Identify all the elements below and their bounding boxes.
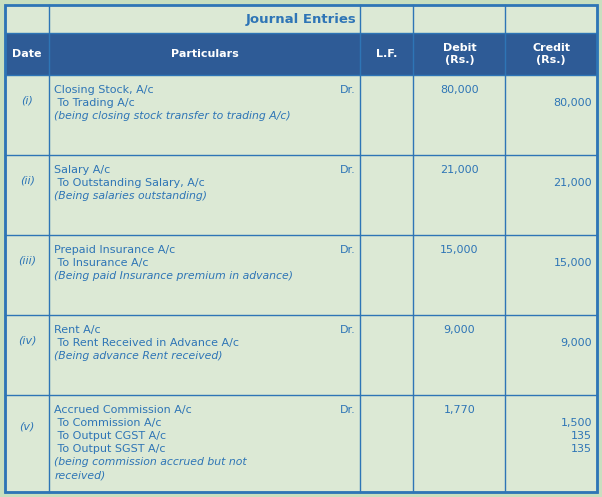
Text: 15,000: 15,000 (553, 258, 592, 268)
Bar (5, 395, 597, 492)
Text: To Outstanding Salary, A/c: To Outstanding Salary, A/c (54, 178, 205, 188)
Text: Date: Date (13, 49, 42, 59)
Bar (5, 5, 597, 33)
Text: Dr.: Dr. (340, 405, 355, 415)
Text: Accrued Commission A/c: Accrued Commission A/c (54, 405, 192, 415)
Text: (Being salaries outstanding): (Being salaries outstanding) (54, 191, 208, 201)
Text: Rent A/c: Rent A/c (54, 325, 101, 335)
Text: Dr.: Dr. (340, 245, 355, 255)
Text: Dr.: Dr. (340, 85, 355, 95)
Text: (being commission accrued but not: (being commission accrued but not (54, 457, 247, 467)
Text: 21,000: 21,000 (440, 165, 479, 175)
Text: (iii): (iii) (18, 255, 36, 265)
Text: (i): (i) (21, 95, 33, 105)
Text: 135: 135 (571, 431, 592, 441)
Text: received): received) (54, 470, 105, 480)
Text: Particulars: Particulars (171, 49, 238, 59)
Text: (Being advance Rent received): (Being advance Rent received) (54, 351, 223, 361)
Text: (iv): (iv) (18, 335, 37, 345)
Text: Dr.: Dr. (340, 165, 355, 175)
Text: Credit
(Rs.): Credit (Rs.) (532, 43, 570, 65)
Bar (5, 155, 597, 235)
Text: L.F.: L.F. (376, 49, 397, 59)
Text: Debit
(Rs.): Debit (Rs.) (442, 43, 476, 65)
Text: 21,000: 21,000 (553, 178, 592, 188)
Text: (v): (v) (19, 421, 35, 431)
Text: 80,000: 80,000 (553, 98, 592, 108)
Text: Dr.: Dr. (340, 325, 355, 335)
Text: To Trading A/c: To Trading A/c (54, 98, 135, 108)
Bar (5, 75, 597, 155)
Bar (5, 33, 597, 75)
Text: Prepaid Insurance A/c: Prepaid Insurance A/c (54, 245, 176, 255)
Text: (being closing stock transfer to trading A/c): (being closing stock transfer to trading… (54, 111, 291, 121)
Text: (Being paid Insurance premium in advance): (Being paid Insurance premium in advance… (54, 271, 293, 281)
Text: 1,500: 1,500 (560, 418, 592, 428)
Text: Salary A/c: Salary A/c (54, 165, 111, 175)
Text: 135: 135 (571, 444, 592, 454)
Text: To Insurance A/c: To Insurance A/c (54, 258, 149, 268)
Text: 15,000: 15,000 (440, 245, 479, 255)
Text: To Rent Received in Advance A/c: To Rent Received in Advance A/c (54, 338, 240, 348)
Text: 9,000: 9,000 (560, 338, 592, 348)
Bar (5, 235, 597, 315)
Text: Journal Entries: Journal Entries (246, 12, 356, 25)
Text: 1,770: 1,770 (444, 405, 475, 415)
Text: To Commission A/c: To Commission A/c (54, 418, 162, 428)
Text: Closing Stock, A/c: Closing Stock, A/c (54, 85, 154, 95)
Bar (5, 315, 597, 395)
Text: 9,000: 9,000 (444, 325, 475, 335)
Text: To Output SGST A/c: To Output SGST A/c (54, 444, 166, 454)
Text: To Output CGST A/c: To Output CGST A/c (54, 431, 167, 441)
Text: 80,000: 80,000 (440, 85, 479, 95)
Text: (ii): (ii) (20, 175, 35, 185)
